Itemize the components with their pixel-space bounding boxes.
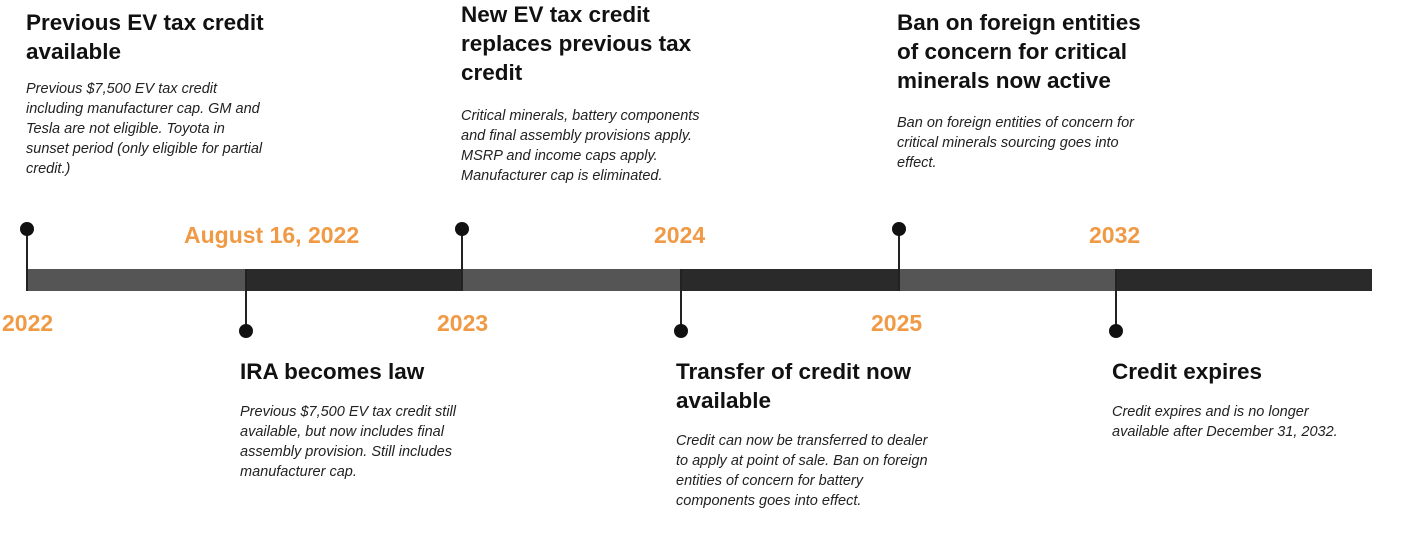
date-label-august-16-2022: August 16, 2022 [184,222,360,248]
timeline-connector [245,269,247,331]
event-ban-minerals: Ban on foreign entities of concern for c… [897,8,1162,173]
event-description: Credit can now be transferred to dealer … [676,433,928,509]
timeline-marker [455,222,469,236]
date-label-2025: 2025 [871,310,923,336]
timeline-connector [680,269,682,331]
event-description: Previous $7,500 EV tax credit still avai… [240,404,456,480]
timeline-marker [1109,324,1123,338]
event-description: Previous $7,500 EV tax credit including … [26,81,263,177]
date-label-2022: 2022 [2,310,54,336]
timeline-marker [674,324,688,338]
event-description: Credit expires and is no longer availabl… [1112,404,1338,440]
timeline-connector [898,229,900,291]
timeline-bar-segment [27,269,246,291]
event-previous-credit: Previous EV tax credit available Previou… [26,8,296,179]
timeline-bar-segment [246,269,462,291]
timeline-marker [239,324,253,338]
timeline-bar-segment [899,269,1116,291]
date-label-2023: 2023 [437,310,489,336]
timeline-bar-segment [1116,269,1372,291]
timeline-marker [20,222,34,236]
event-transfer-credit: Transfer of credit now available Credit … [676,357,941,511]
date-label-2032: 2032 [1089,222,1141,248]
event-description: Ban on foreign entities of concern for c… [897,115,1134,171]
event-title: Previous EV tax credit available [26,10,264,64]
event-description: Critical minerals, battery components an… [461,108,700,184]
timeline-marker [892,222,906,236]
timeline-connector [26,229,28,291]
event-title: Ban on foreign entities of concern for c… [897,10,1141,93]
event-new-credit: New EV tax credit replaces previous tax … [461,0,716,186]
event-title: New EV tax credit replaces previous tax … [461,2,692,85]
timeline-connector [461,229,463,291]
timeline-connector [1115,269,1117,331]
event-title: Credit expires [1112,359,1263,384]
date-label-2024: 2024 [654,222,706,248]
event-ira-law: IRA becomes law Previous $7,500 EV tax c… [240,357,500,482]
event-title: IRA becomes law [240,359,425,384]
event-title: Transfer of credit now available [676,359,912,413]
event-credit-expires: Credit expires Credit expires and is no … [1112,357,1397,442]
timeline-bar-segment [681,269,899,291]
timeline-bar-segment [462,269,681,291]
